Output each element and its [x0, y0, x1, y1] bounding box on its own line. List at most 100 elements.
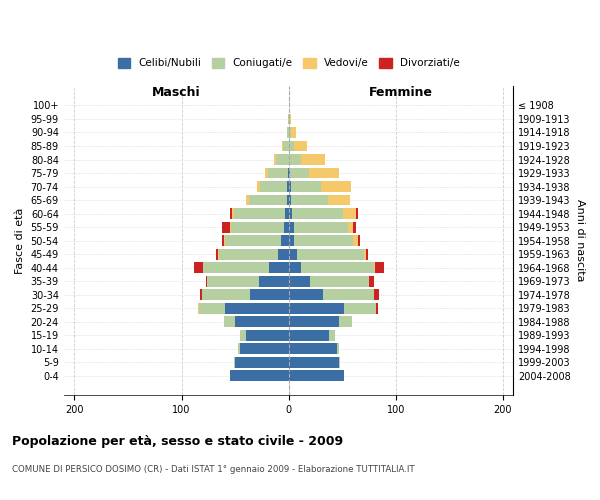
Bar	[287, 114, 289, 124]
Bar	[234, 357, 289, 368]
Bar	[289, 262, 301, 273]
Bar	[278, 248, 289, 260]
Bar	[289, 370, 344, 381]
Bar	[289, 370, 344, 381]
Bar	[265, 168, 289, 178]
Bar	[289, 316, 339, 327]
Bar	[269, 262, 289, 273]
Bar	[249, 194, 289, 205]
Bar	[235, 357, 289, 368]
Bar	[289, 181, 351, 192]
Bar	[289, 127, 296, 138]
Bar	[289, 127, 296, 138]
Bar	[226, 235, 289, 246]
Bar	[232, 208, 289, 219]
Bar	[250, 290, 289, 300]
Bar	[289, 154, 325, 165]
Bar	[268, 168, 289, 178]
Bar	[289, 168, 309, 178]
Bar	[289, 290, 323, 300]
Bar	[289, 248, 368, 260]
Bar	[224, 316, 289, 327]
Bar	[289, 181, 291, 192]
Text: Maschi: Maschi	[152, 86, 200, 98]
Bar	[289, 154, 301, 165]
Bar	[203, 262, 289, 273]
Bar	[206, 276, 289, 286]
Bar	[289, 344, 339, 354]
Bar	[199, 303, 289, 314]
Bar	[289, 194, 291, 205]
Bar	[235, 316, 289, 327]
Bar	[289, 114, 291, 124]
Bar	[230, 222, 289, 232]
Legend: Celibi/Nubili, Coniugati/e, Vedovi/e, Divorziati/e: Celibi/Nubili, Coniugati/e, Vedovi/e, Di…	[113, 54, 464, 72]
Bar	[282, 140, 289, 151]
Bar	[289, 235, 358, 246]
Bar	[238, 344, 289, 354]
Bar	[230, 370, 289, 381]
Bar	[289, 290, 374, 300]
Bar	[289, 127, 291, 138]
Text: Popolazione per età, sesso e stato civile - 2009: Popolazione per età, sesso e stato civil…	[12, 435, 343, 448]
Bar	[289, 276, 374, 286]
Bar	[289, 303, 377, 314]
Bar	[222, 235, 289, 246]
Bar	[289, 276, 310, 286]
Bar	[284, 222, 289, 232]
Bar	[289, 154, 325, 165]
Bar	[194, 262, 289, 273]
Bar	[289, 248, 364, 260]
Bar	[241, 330, 289, 340]
Bar	[287, 127, 289, 138]
Bar	[282, 140, 289, 151]
Bar	[289, 370, 344, 381]
Bar	[289, 357, 340, 368]
Bar	[202, 290, 289, 300]
Bar	[289, 262, 384, 273]
Y-axis label: Anni di nascita: Anni di nascita	[575, 200, 585, 282]
Bar	[289, 222, 294, 232]
Bar	[289, 222, 353, 232]
Bar	[289, 344, 339, 354]
Bar	[274, 154, 289, 165]
Bar	[289, 194, 350, 205]
Bar	[289, 208, 343, 219]
Bar	[289, 140, 307, 151]
Bar	[207, 276, 289, 286]
Bar	[289, 344, 339, 354]
Bar	[241, 330, 289, 340]
Bar	[289, 316, 352, 327]
Bar	[276, 154, 289, 165]
Bar	[289, 330, 335, 340]
Bar	[289, 357, 339, 368]
Bar	[289, 248, 366, 260]
Bar	[289, 316, 352, 327]
Bar	[241, 344, 289, 354]
Bar	[289, 290, 379, 300]
Bar	[224, 316, 289, 327]
Bar	[289, 194, 328, 205]
Bar	[219, 248, 289, 260]
Bar	[286, 208, 289, 219]
Bar	[230, 370, 289, 381]
Bar	[289, 303, 376, 314]
Bar	[289, 290, 374, 300]
Bar	[283, 140, 289, 151]
Bar	[197, 303, 289, 314]
Bar	[289, 208, 356, 219]
Bar	[289, 370, 344, 381]
Bar	[234, 357, 289, 368]
Bar	[289, 140, 294, 151]
Bar	[218, 248, 289, 260]
Bar	[289, 330, 335, 340]
Bar	[202, 290, 289, 300]
Bar	[287, 127, 289, 138]
Bar	[230, 370, 289, 381]
Bar	[289, 303, 344, 314]
Bar	[226, 303, 289, 314]
Bar	[289, 208, 292, 219]
Bar	[246, 330, 289, 340]
Bar	[289, 208, 358, 219]
Bar	[203, 262, 289, 273]
